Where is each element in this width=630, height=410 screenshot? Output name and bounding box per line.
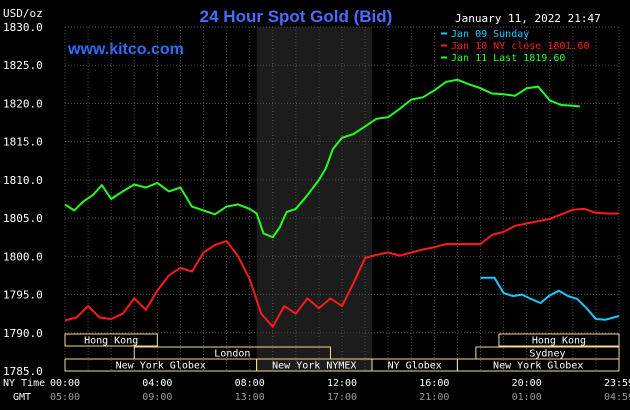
x-axis-tick-labels: 00:00 05:00 04:00 09:00 08:00 13:00 12:00 17:00… (50, 378, 630, 403)
x-tick-label-gmt: 04:59 (604, 392, 630, 403)
series-line-0 (480, 276, 620, 321)
x-tick-label-gmt: 21:00 (419, 392, 449, 403)
market-session-label: London (214, 349, 250, 360)
shaded-session-band (256, 27, 373, 371)
x-tick-label-ny: 23:59 (604, 378, 630, 389)
legend-entry: Jan 11 Last 1819.60 (451, 53, 565, 64)
market-session-box (456, 358, 620, 372)
legend-entry: Jan 10 NY close 1801.60 (451, 41, 589, 52)
y-tick-label: 1810.0 (3, 174, 43, 187)
x-tick-label-gmt: 17:00 (327, 392, 357, 403)
x-tick-label-ny: 08:00 (235, 378, 265, 389)
market-session-label: New York Globex (116, 361, 206, 372)
x-tick-label-gmt: 01:00 (512, 392, 542, 403)
session-band-rect (256, 27, 373, 371)
market-session-label: New York Globex (493, 361, 583, 372)
y-tick-label: 1825.0 (3, 59, 43, 72)
chart-gridlines (64, 26, 620, 372)
y-axis-tick-labels: 1830.0 1825.0 1820.0 1815.0 1810.0 1805.0 1800… (3, 21, 43, 378)
y-tick-label: 1790.0 (3, 327, 43, 340)
x-tick-label-ny: 16:00 (419, 378, 449, 389)
y-axis-unit: USD/oz (3, 7, 43, 20)
market-session-label: Hong Kong (84, 336, 138, 347)
x-tick-label-gmt: 09:00 (142, 392, 172, 403)
x-tick-label-ny: 04:00 (142, 378, 172, 389)
market-session-label: Sydney (529, 349, 565, 360)
legend-entry: Jan 09 Sunday (451, 29, 529, 40)
series-line-2 (64, 78, 580, 239)
x-axis-ny-time-label: NY Time (3, 378, 45, 389)
y-tick-label: 1785.0 (3, 365, 43, 378)
chart-series-lines (64, 78, 620, 328)
y-tick-label: 1830.0 (3, 21, 43, 34)
x-axis-gmt-label: GMT (13, 392, 31, 403)
y-tick-label: 1815.0 (3, 136, 43, 149)
y-tick-label: 1805.0 (3, 212, 43, 225)
x-tick-label-ny: 00:00 (50, 378, 80, 389)
y-tick-label: 1800.0 (3, 250, 43, 263)
y-tick-label: 1820.0 (3, 97, 43, 110)
y-tick-label: 1795.0 (3, 289, 43, 302)
chart-title: 24 Hour Spot Gold (Bid) (200, 7, 393, 26)
chart-timestamp: January 11, 2022 21:47 (455, 12, 601, 25)
x-tick-label-gmt: 13:00 (235, 392, 265, 403)
x-tick-label-ny: 20:00 (512, 378, 542, 389)
site-watermark: www.kitco.com (67, 41, 184, 58)
x-tick-label-ny: 12:00 (327, 378, 357, 389)
market-session-label: NY Globex (388, 361, 442, 372)
market-session-label: Hong Kong (532, 336, 586, 347)
x-tick-label-gmt: 05:00 (50, 392, 80, 403)
series-line-1 (64, 207, 619, 328)
market-session-label: New York NYMEX (272, 361, 356, 372)
market-session-box (498, 333, 620, 347)
market-session-box (64, 333, 158, 347)
